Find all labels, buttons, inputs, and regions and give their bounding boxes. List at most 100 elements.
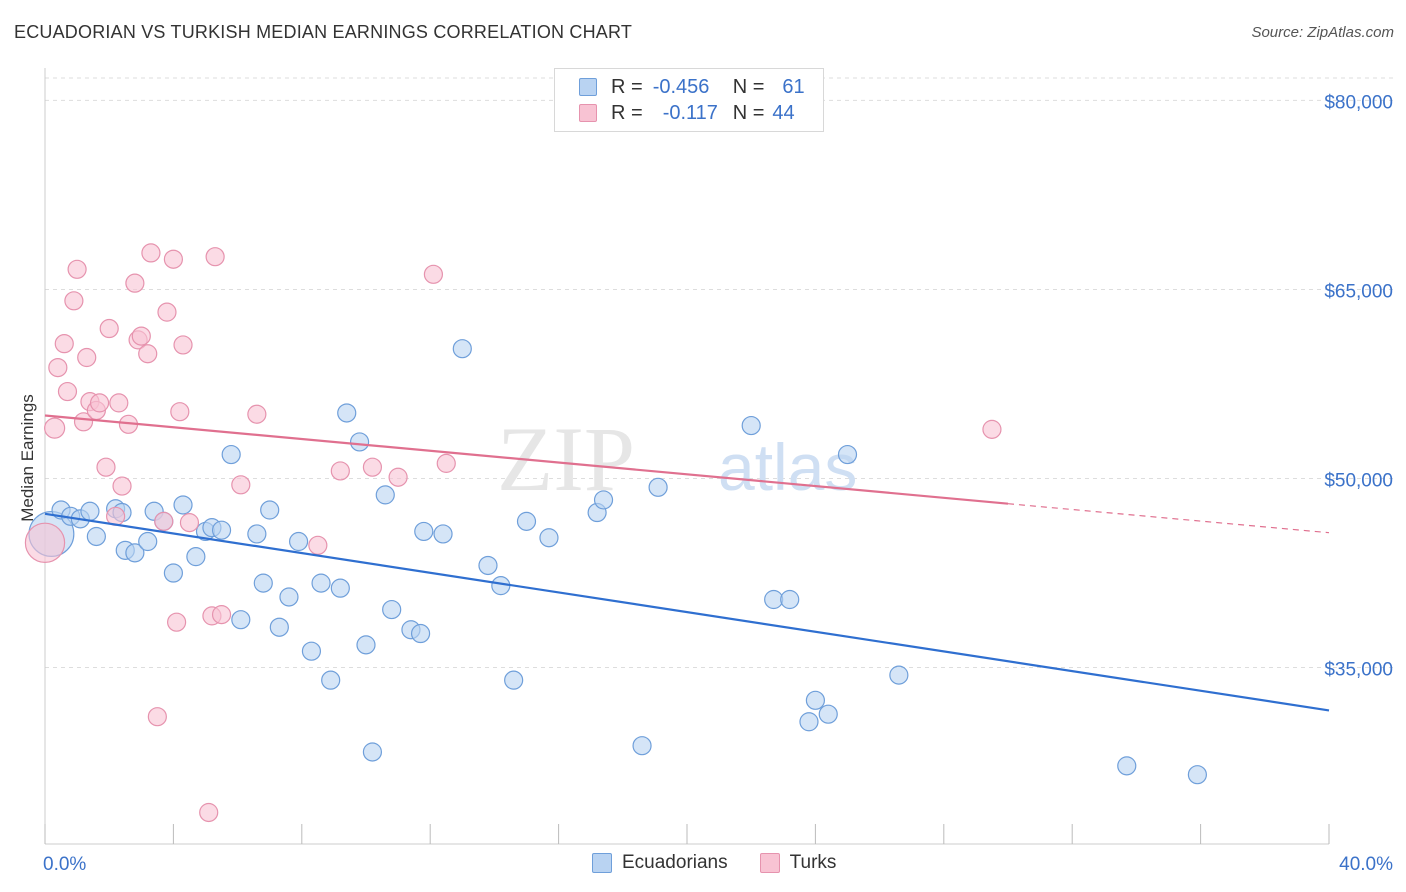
data-point-ecuadorians — [1187, 765, 1207, 785]
data-point-turks — [147, 707, 167, 727]
legend-swatch-ecuadorians — [579, 78, 597, 96]
data-point-ecuadorians — [516, 511, 537, 531]
data-point-ecuadorians — [818, 704, 838, 724]
chart-title: ECUADORIAN VS TURKISH MEDIAN EARNINGS CO… — [14, 22, 633, 42]
data-point-turks — [231, 475, 251, 495]
data-point-ecuadorians — [349, 432, 370, 452]
data-point-turks — [179, 513, 200, 533]
data-point-ecuadorians — [337, 403, 357, 423]
data-point-turks — [138, 344, 158, 364]
series-turks-points — [24, 243, 1002, 823]
legend-r-value: -0.456 — [652, 75, 710, 98]
data-point-turks — [170, 402, 190, 422]
y-tick-label: $50,000 — [1324, 471, 1393, 492]
data-point-turks — [67, 259, 87, 279]
data-point-ecuadorians — [269, 617, 289, 637]
data-point-ecuadorians — [221, 444, 241, 465]
y-tick-label: $65,000 — [1324, 281, 1393, 302]
data-point-turks — [205, 247, 225, 267]
data-point-turks — [24, 522, 66, 563]
data-point-ecuadorians — [410, 623, 431, 644]
data-point-ecuadorians — [330, 578, 350, 598]
data-point-turks — [436, 453, 456, 473]
data-point-ecuadorians — [173, 495, 193, 515]
legend-n-label: N = — [732, 101, 765, 124]
data-point-turks — [141, 243, 161, 263]
data-point-ecuadorians — [356, 635, 376, 655]
data-point-ecuadorians — [837, 444, 858, 465]
data-point-ecuadorians — [433, 524, 453, 544]
data-point-ecuadorians — [321, 670, 341, 690]
data-point-turks — [64, 291, 84, 311]
data-point-ecuadorians — [382, 599, 402, 620]
legend-label-turks: Turks — [789, 852, 837, 873]
data-point-turks — [154, 511, 174, 531]
data-point-ecuadorians — [805, 690, 826, 710]
data-point-ecuadorians — [799, 712, 819, 732]
data-point-turks — [54, 334, 74, 354]
data-point-turks — [157, 302, 177, 322]
legend-swatch-turks — [759, 853, 780, 873]
data-point-turks — [112, 476, 132, 496]
data-point-turks — [44, 417, 66, 439]
trend-line-turks — [44, 414, 1009, 505]
series-legend: Ecuadorians Turks — [592, 852, 868, 874]
data-point-ecuadorians — [279, 587, 299, 607]
data-point-turks — [131, 326, 151, 346]
data-point-turks — [99, 318, 119, 339]
trend-line-turks-extrapolated — [1007, 503, 1330, 534]
data-point-turks — [89, 393, 110, 413]
data-point-ecuadorians — [80, 501, 100, 521]
data-point-ecuadorians — [764, 589, 784, 610]
legend-r-label: R = — [611, 75, 643, 98]
legend-label-ecuadorians: Ecuadorians — [622, 852, 728, 873]
legend-item-turks: Turks — [759, 852, 837, 874]
data-point-ecuadorians — [889, 665, 909, 685]
trend-lines — [44, 414, 1330, 712]
data-point-ecuadorians — [780, 589, 800, 610]
y-axis-label: Median Earnings — [18, 394, 37, 522]
data-point-ecuadorians — [247, 524, 267, 544]
data-point-ecuadorians — [186, 547, 206, 567]
data-point-ecuadorians — [632, 736, 652, 756]
legend-r-label: R = — [611, 101, 643, 124]
watermark-atlas: atlas — [718, 430, 857, 504]
axes — [44, 68, 1330, 845]
legend-n-value: 44 — [772, 101, 795, 124]
correlation-legend: R = -0.456 N = 61 R = -0.117 N = 44 — [554, 68, 824, 132]
x-tick-label-max: 40.0% — [1339, 854, 1393, 875]
data-point-turks — [167, 612, 187, 632]
data-point-ecuadorians — [138, 531, 158, 552]
data-point-turks — [173, 335, 193, 355]
data-point-ecuadorians — [260, 500, 280, 520]
data-point-ecuadorians — [593, 490, 614, 510]
data-point-turks — [96, 457, 116, 477]
data-point-turks — [199, 802, 219, 823]
data-point-ecuadorians — [648, 477, 668, 497]
y-tick-label: $35,000 — [1324, 660, 1393, 681]
x-tick-label-min: 0.0% — [43, 854, 86, 875]
data-point-ecuadorians — [301, 641, 322, 661]
data-point-ecuadorians — [539, 528, 559, 548]
data-point-ecuadorians — [1117, 756, 1137, 776]
grid-lines — [45, 77, 1394, 669]
y-tick-label: $80,000 — [1324, 92, 1393, 113]
data-point-turks — [330, 461, 350, 481]
data-point-ecuadorians — [478, 555, 498, 576]
legend-swatch-ecuadorians — [592, 853, 612, 873]
legend-row-ecuadorians: R = -0.456 N = 61 — [579, 75, 805, 99]
data-point-turks — [362, 457, 383, 477]
data-point-ecuadorians — [311, 573, 331, 593]
data-point-ecuadorians — [253, 573, 273, 593]
data-point-ecuadorians — [504, 670, 524, 690]
data-point-turks — [57, 381, 78, 402]
data-point-turks — [211, 605, 232, 625]
data-point-ecuadorians — [414, 521, 434, 542]
data-point-ecuadorians — [125, 543, 145, 563]
data-point-turks — [163, 249, 183, 269]
data-point-turks — [109, 393, 129, 413]
data-point-ecuadorians — [741, 415, 761, 436]
data-point-ecuadorians — [231, 610, 251, 630]
legend-item-ecuadorians: Ecuadorians — [592, 852, 728, 874]
